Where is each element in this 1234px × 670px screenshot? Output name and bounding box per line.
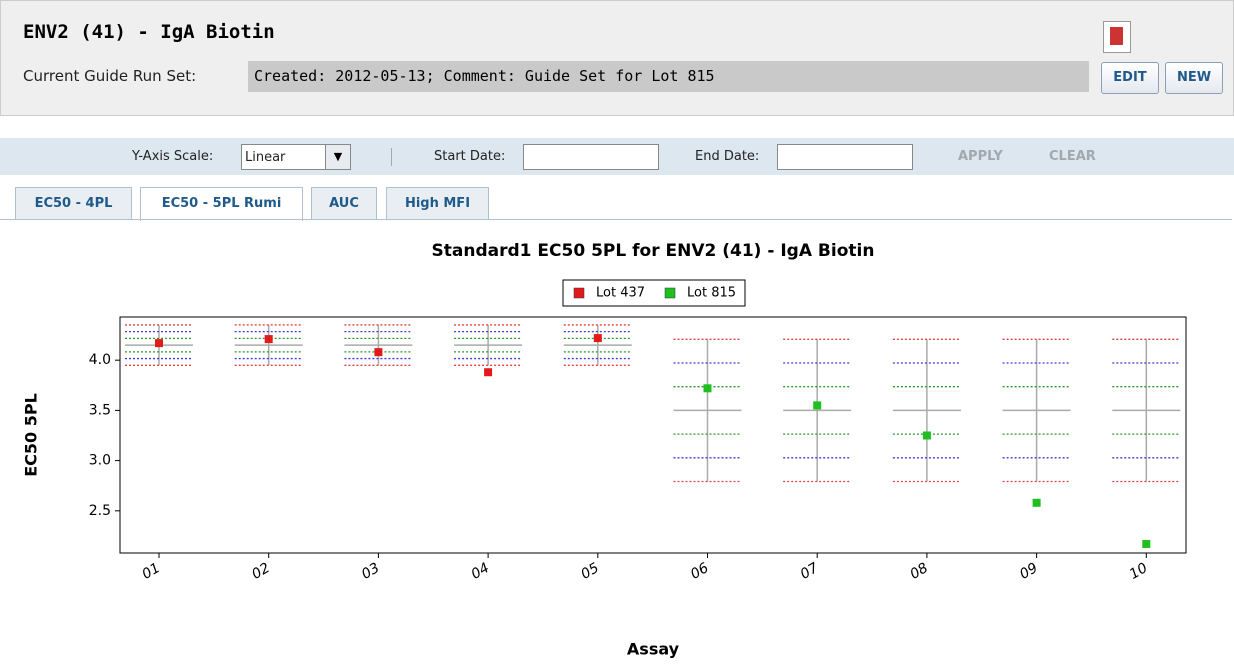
start-label: Start Date: [434, 149, 506, 164]
y-tick-label: 3.5 [89, 402, 111, 418]
separator [391, 148, 392, 166]
tab[interactable]: EC50 - 4PL [15, 187, 132, 219]
point [1032, 498, 1041, 507]
point [484, 368, 493, 377]
point [813, 401, 822, 410]
y-tick-label: 3.0 [89, 453, 111, 469]
x-tick-label: 04 [469, 560, 492, 583]
edit-button[interactable]: EDIT [1101, 62, 1159, 94]
point [264, 335, 273, 344]
guide-label: Current Guide Run Set: [23, 67, 197, 85]
point [1142, 539, 1151, 548]
point [155, 339, 163, 348]
toolbar: Y-Axis Scale: Linear ▼ Start Date: End D… [0, 138, 1234, 175]
y-scale-select[interactable]: Linear ▼ [241, 144, 351, 170]
x-tick-label: 06 [688, 560, 712, 583]
tab[interactable]: AUC [311, 187, 377, 219]
end-label: End Date: [695, 149, 760, 164]
chart-title: Standard1 EC50 5PL for ENV2 (41) - IgA B… [432, 241, 875, 261]
y-scale-label: Y-Axis Scale: [132, 149, 214, 164]
tab[interactable]: High MFI [386, 187, 489, 219]
legend-label: Lot 815 [687, 286, 736, 301]
plot-frame [119, 316, 1187, 554]
y-axis-label: EC50 5PL [22, 393, 41, 477]
clear-button[interactable]: CLEAR [1049, 149, 1096, 164]
header-panel: ENV2 (41) - IgA Biotin Current Guide Run… [0, 0, 1234, 116]
legend-box [562, 279, 746, 307]
apply-button[interactable]: APPLY [958, 149, 1003, 164]
x-tick-label: 07 [798, 560, 822, 583]
y-tick-label: 2.5 [89, 503, 111, 519]
end-date-input[interactable] [777, 144, 913, 170]
y-tick-label: 4.0 [89, 352, 111, 368]
legend-swatch [664, 287, 676, 299]
start-date-input[interactable] [523, 144, 659, 170]
y-scale-value: Linear [245, 150, 286, 165]
point [374, 348, 383, 357]
legend-swatch [573, 287, 585, 299]
x-tick-label: 02 [249, 560, 273, 583]
x-tick-label: 03 [359, 560, 382, 583]
tab[interactable]: EC50 - 5PL Rumi [140, 187, 303, 221]
x-tick-label: 05 [578, 560, 602, 583]
x-axis-label: Assay [627, 640, 680, 659]
x-tick-label: 08 [907, 560, 931, 583]
legend-label: Lot 437 [596, 286, 645, 301]
x-tick-label: 01 [140, 560, 163, 583]
title: ENV2 (41) - IgA Biotin [23, 21, 275, 43]
new-button[interactable]: NEW [1165, 62, 1223, 94]
pdf-icon[interactable] [1103, 21, 1131, 53]
guide-value: Created: 2012-05-13; Comment: Guide Set … [248, 61, 1089, 92]
x-tick-label: 10 [1127, 560, 1151, 583]
point [593, 334, 602, 343]
point [922, 431, 931, 440]
chart-panel [0, 219, 1232, 670]
point [703, 384, 712, 393]
x-tick-label: 09 [1017, 560, 1041, 583]
